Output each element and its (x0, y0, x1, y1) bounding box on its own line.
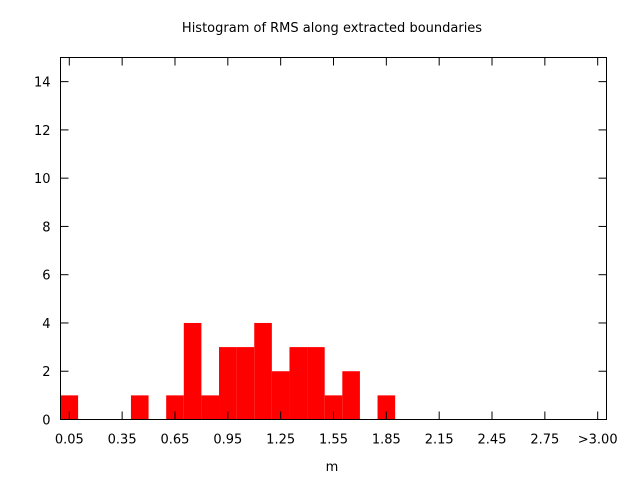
histogram-bar (60, 395, 79, 420)
y-tick-label: 2 (42, 365, 50, 380)
histogram-bar (166, 395, 184, 420)
ticks-group: 0 2 4 6 8 10 12 14 0.05 0.35 0.65 0.95 1.25 1.55 1.85 2… (34, 57, 618, 448)
histogram-bar (289, 347, 308, 420)
histogram-bar (219, 347, 237, 420)
histogram-bar (324, 395, 343, 420)
y-tick-label: 8 (42, 220, 50, 235)
x-tick-label: 1.85 (372, 433, 401, 448)
x-axis-label: m (326, 460, 339, 475)
histogram-bar (201, 395, 220, 420)
histogram-bar (130, 395, 149, 420)
x-tick-label: 1.25 (266, 433, 295, 448)
histogram-bar (307, 347, 325, 420)
y-tick-label: 0 (42, 414, 50, 429)
histogram-bar (271, 371, 290, 420)
x-tick-label: >3.00 (578, 433, 618, 448)
x-tick-label: 2.45 (478, 433, 507, 448)
y-tick-label: 14 (34, 76, 51, 91)
x-tick-label: 0.65 (161, 433, 190, 448)
y-tick-label: 12 (34, 124, 51, 139)
x-tick-label: 0.35 (108, 433, 137, 448)
x-tick-label: 1.55 (319, 433, 348, 448)
bars-group (60, 322, 396, 420)
histogram-bar (183, 322, 202, 420)
histogram-bar (254, 322, 272, 420)
x-tick-label: 2.15 (425, 433, 454, 448)
histogram-bar (236, 347, 255, 420)
chart-title: Histogram of RMS along extracted boundar… (182, 21, 482, 36)
histogram-bar (342, 371, 360, 420)
x-tick-label: 2.75 (530, 433, 559, 448)
histogram-bar (377, 395, 396, 420)
plot-frame (60, 57, 607, 420)
y-tick-label: 6 (42, 269, 50, 284)
y-tick-label: 10 (34, 172, 51, 187)
x-tick-label: 0.05 (55, 433, 84, 448)
x-tick-label: 0.95 (213, 433, 242, 448)
y-tick-label: 4 (42, 317, 50, 332)
